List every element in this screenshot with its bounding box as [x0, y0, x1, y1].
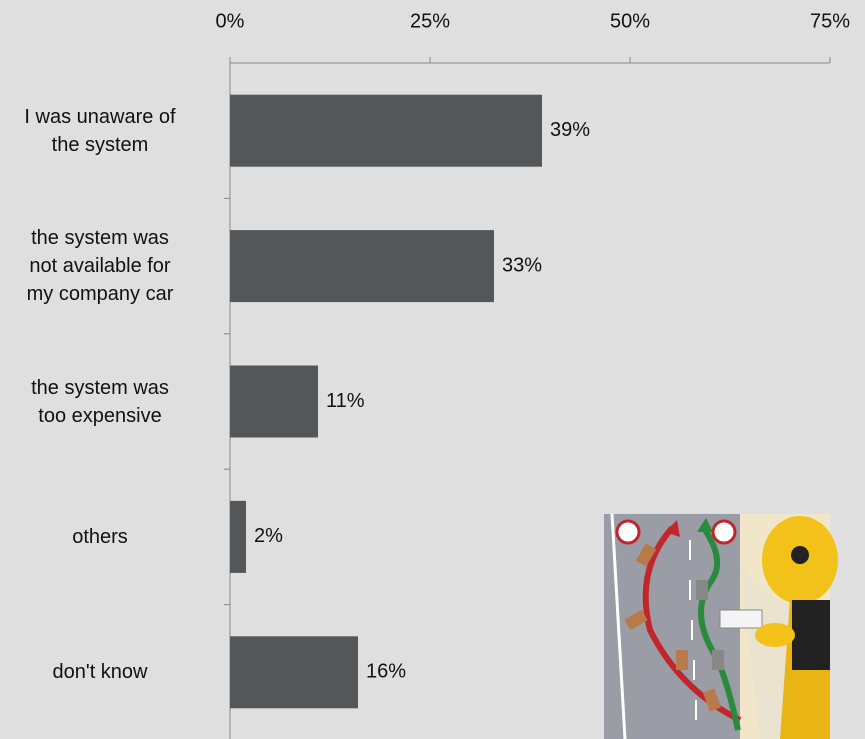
bar: [230, 230, 494, 303]
illustration: [604, 513, 838, 739]
x-tick-label: 75%: [810, 10, 850, 32]
bar: [230, 636, 358, 709]
value-label: 33%: [502, 254, 542, 276]
bar: [230, 500, 246, 573]
value-label: 2%: [254, 525, 283, 547]
value-label: 39%: [550, 119, 590, 141]
bar: [230, 94, 542, 167]
bar: [230, 365, 318, 438]
x-tick-label: 50%: [610, 10, 650, 32]
category-label: the system was too expensive: [31, 376, 169, 427]
value-label: 11%: [326, 390, 365, 412]
category-label: don't know: [52, 661, 148, 684]
category-label: others: [72, 525, 128, 548]
category-label: I was unaware of the system: [24, 105, 176, 156]
value-label: 16%: [366, 661, 406, 683]
x-tick-label: 25%: [410, 10, 450, 32]
category-label: the system was not available for my comp…: [26, 227, 174, 306]
x-tick-label: 0%: [216, 10, 245, 32]
